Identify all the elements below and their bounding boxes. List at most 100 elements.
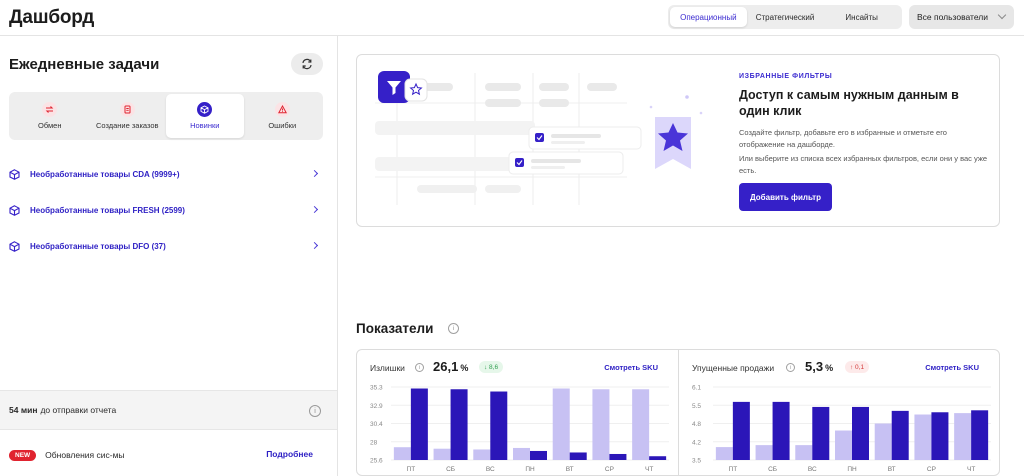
- more-link[interactable]: Подробнее: [266, 449, 313, 459]
- chart-bar-СБ-light[interactable]: [433, 448, 451, 460]
- tab-new-items[interactable]: Новинки: [166, 94, 244, 138]
- chart-bar-ВТ-light[interactable]: [552, 388, 570, 460]
- y-tick-label: 4.2: [692, 439, 701, 446]
- task-item-fresh[interactable]: Необработанные товары FRESH (2599): [9, 192, 323, 228]
- task-tabs: Обмен Создание заказов Новинки Ошибки: [9, 92, 323, 140]
- metric-unit: %: [825, 363, 834, 373]
- info-icon[interactable]: i: [448, 323, 459, 334]
- cube-icon: [9, 204, 20, 216]
- chart-bar-ВТ-dark[interactable]: [569, 452, 587, 460]
- chart-bar-ВТ-dark[interactable]: [891, 410, 909, 460]
- chart-bar-ЧТ-dark[interactable]: [971, 410, 989, 460]
- updates-text: Обновления сис-мы: [45, 450, 125, 460]
- metric-label: Упущенные продажи: [692, 363, 775, 373]
- chart-bar-СР-dark[interactable]: [931, 412, 949, 460]
- tab-new-items-label: Новинки: [190, 121, 220, 130]
- y-tick-label: 6.1: [692, 385, 701, 392]
- task-item-cda[interactable]: Необработанные товары CDA (9999+): [9, 156, 323, 192]
- tab-insights[interactable]: Инсайты: [845, 12, 878, 22]
- y-tick-label: 32.9: [370, 403, 383, 410]
- chart-bar-ПН-dark[interactable]: [530, 450, 547, 460]
- x-tick-label: ВС: [808, 466, 817, 473]
- chart-bar-ВС-light[interactable]: [473, 449, 491, 460]
- chart-bar-СБ-dark[interactable]: [450, 389, 468, 460]
- x-tick-label: ВС: [486, 466, 495, 473]
- info-icon[interactable]: i: [309, 405, 321, 417]
- metric-unit: %: [460, 363, 469, 373]
- y-tick-label: 35.3: [370, 385, 383, 392]
- chart-bar-СР-dark[interactable]: [609, 453, 627, 460]
- chart-bar-ПН-light[interactable]: [835, 430, 852, 460]
- order-doc-icon: [119, 102, 135, 117]
- tab-operational[interactable]: Операционный: [670, 7, 747, 27]
- chart-bar-ВС-dark[interactable]: [490, 391, 508, 460]
- tab-errors[interactable]: Ошибки: [244, 94, 322, 138]
- indicators-cards: Излишки i 26,1% ↓ 8,6 Смотреть SKU 35.3 3…: [356, 349, 1000, 476]
- daily-tasks-title: Ежедневные задачи: [9, 56, 160, 73]
- tab-exchange[interactable]: Обмен: [11, 94, 89, 138]
- chart-bar-ВТ-light[interactable]: [874, 423, 892, 461]
- chevron-right-icon: [310, 241, 319, 250]
- chart-bar-ВС-dark[interactable]: [812, 406, 830, 460]
- report-time: 54 мин: [9, 405, 38, 415]
- cube-icon: [197, 102, 213, 117]
- metric-delta-badge: ↓ 8,6: [479, 361, 504, 373]
- favorite-filters-promo: ИЗБРАННЫЕ ФИЛЬТРЫ Доступ к самым нужным …: [356, 54, 1000, 227]
- chart-bar-ЧТ-light[interactable]: [632, 389, 650, 460]
- chart-bar-ПН-light[interactable]: [513, 447, 530, 460]
- chart-bar-СР-light[interactable]: [592, 389, 610, 460]
- surplus-bar-chart: 35.3 32.9 30.4 28 25.6 ПТ СБ ВС ПН ВТ СР ЧТ: [370, 385, 669, 473]
- view-sku-link[interactable]: Смотреть SKU: [604, 363, 658, 372]
- tab-exchange-label: Обмен: [38, 121, 62, 130]
- chart-bar-ПН-dark[interactable]: [852, 406, 869, 460]
- chart-bar-СР-light[interactable]: [914, 414, 932, 460]
- y-tick-label: 5.5: [692, 403, 701, 410]
- chart-bar-СБ-dark[interactable]: [772, 401, 790, 460]
- view-tabs: Операционный Стратегический Инсайты: [668, 5, 902, 29]
- exchange-icon: [42, 102, 58, 117]
- x-tick-label: ПТ: [407, 466, 416, 473]
- chart-bar-ЧТ-dark[interactable]: [649, 456, 667, 460]
- report-timer: 54 мин до отправки отчета i: [0, 390, 337, 430]
- tab-strategic[interactable]: Стратегический: [755, 12, 815, 22]
- refresh-button[interactable]: [291, 53, 323, 75]
- chart-bar-ПТ-dark[interactable]: [410, 388, 428, 460]
- warning-icon: [274, 102, 290, 117]
- x-tick-label: ПН: [847, 466, 857, 473]
- add-filter-button[interactable]: Добавить фильтр: [739, 183, 832, 211]
- user-filter-value: Все пользователи: [917, 12, 988, 22]
- x-tick-label: СР: [605, 466, 614, 473]
- chart-bar-ПТ-dark[interactable]: [732, 401, 750, 460]
- info-icon[interactable]: i: [786, 363, 795, 372]
- metric-number: 26,1: [433, 359, 459, 374]
- user-filter-select[interactable]: Все пользователи: [909, 5, 1014, 29]
- task-item-label: Необработанные товары DFO (37): [30, 241, 166, 251]
- x-tick-label: СР: [927, 466, 936, 473]
- x-tick-label: ПТ: [729, 466, 738, 473]
- x-tick-label: ЧТ: [645, 466, 653, 473]
- promo-title: Доступ к самым нужным данным в один клик: [739, 88, 959, 118]
- refresh-icon: [302, 58, 312, 70]
- y-tick-label: 25.6: [370, 458, 383, 465]
- x-tick-label: ЧТ: [967, 466, 975, 473]
- top-bar: Дашборд Операционный Стратегический Инса…: [0, 0, 1024, 36]
- info-icon[interactable]: i: [415, 363, 424, 372]
- task-list: Необработанные товары CDA (9999+) Необра…: [9, 156, 323, 264]
- chart-bar-ЧТ-light[interactable]: [954, 413, 972, 460]
- tab-order-creation[interactable]: Создание заказов: [89, 94, 167, 138]
- x-tick-label: ВТ: [888, 466, 896, 473]
- task-item-dfo[interactable]: Необработанные товары DFO (37): [9, 228, 323, 264]
- promo-kicker: ИЗБРАННЫЕ ФИЛЬТРЫ: [739, 73, 833, 80]
- chevron-right-icon: [310, 169, 319, 178]
- cube-icon: [9, 168, 20, 180]
- filters-illustration: [375, 71, 703, 205]
- chart-bar-ВС-light[interactable]: [795, 445, 813, 460]
- task-item-label: Необработанные товары FRESH (2599): [30, 205, 185, 215]
- chart-bar-ПТ-light[interactable]: [393, 447, 411, 460]
- chart-bar-ПТ-light[interactable]: [715, 447, 733, 460]
- chart-bar-СБ-light[interactable]: [755, 445, 773, 460]
- x-tick-label: СБ: [768, 466, 777, 473]
- view-sku-link[interactable]: Смотреть SKU: [925, 363, 979, 372]
- task-item-label: Необработанные товары CDA (9999+): [30, 169, 180, 179]
- tab-errors-label: Ошибки: [268, 121, 297, 130]
